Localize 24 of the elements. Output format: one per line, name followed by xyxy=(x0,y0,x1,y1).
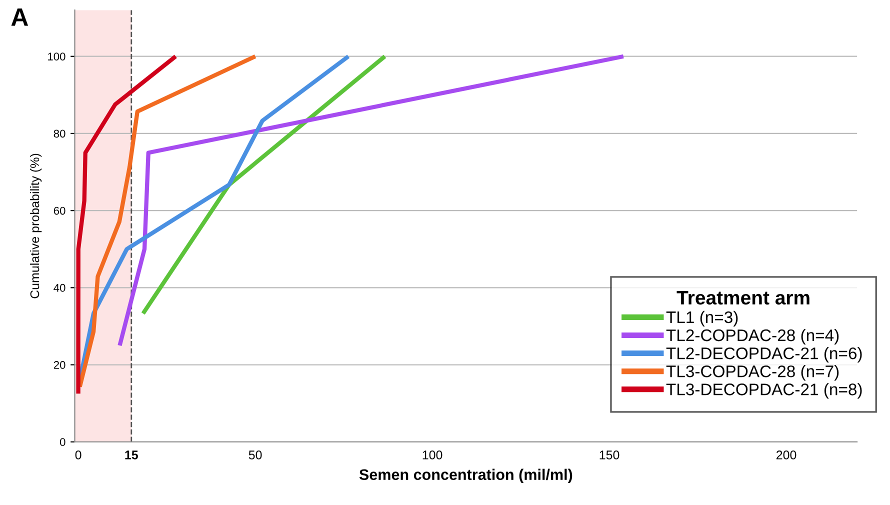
legend-label: TL3-DECOPDAC-21 (n=8) xyxy=(666,383,862,399)
y-tick-label: 100 xyxy=(48,52,66,60)
legend-label: TL1 (n=3) xyxy=(666,310,738,326)
x-tick-label: 150 xyxy=(600,450,620,460)
x-axis-title: Semen concentration (mil/ml) xyxy=(359,468,572,484)
x-tick-label: 100 xyxy=(422,450,442,460)
x-tick-label: 200 xyxy=(776,450,796,460)
y-tick-label: 0 xyxy=(60,438,66,446)
x-tick-label: 0 xyxy=(75,450,82,460)
legend-label: TL2-COPDAC-28 (n=4) xyxy=(666,328,839,344)
x-tick-label: 50 xyxy=(248,450,262,460)
line-series xyxy=(78,54,258,389)
legend-title: Treatment arm xyxy=(676,291,810,305)
text: A xyxy=(11,8,28,26)
line-series xyxy=(118,54,626,348)
legend-label: TL2-DECOPDAC-21 (n=6) xyxy=(666,347,862,363)
legend-label: TL3-COPDAC-28 (n=7) xyxy=(666,365,839,381)
x-tick-label: 15 xyxy=(125,450,138,460)
line-series xyxy=(76,54,178,396)
y-tick-label: 60 xyxy=(54,206,66,215)
y-axis-title: Cumulative probability (%) xyxy=(30,154,42,298)
y-tick-label: 80 xyxy=(54,130,66,138)
y-tick-label: 40 xyxy=(54,284,66,292)
y-tick-label: 20 xyxy=(54,361,66,369)
